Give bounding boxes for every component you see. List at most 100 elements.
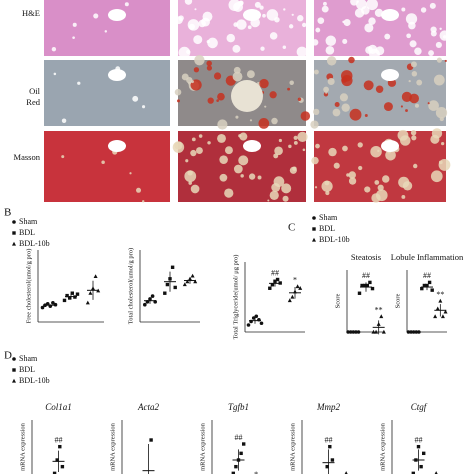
data-point — [234, 464, 238, 469]
tissue-vacuole — [420, 7, 427, 13]
data-point — [231, 471, 235, 474]
tissue-vacuole — [188, 23, 196, 30]
tissue-vacuole — [246, 70, 255, 79]
data-point — [85, 300, 90, 305]
tissue-vacuole — [104, 30, 108, 33]
tissue-vacuole — [259, 5, 264, 10]
tissue-vacuole — [315, 143, 320, 149]
legend-marker — [12, 357, 16, 361]
data-point — [75, 292, 80, 296]
tissue-vacuole — [282, 45, 287, 49]
tissue-vacuole — [328, 147, 337, 157]
data-point — [330, 458, 335, 462]
data-point — [268, 286, 272, 290]
tissue-vacuole — [235, 115, 239, 119]
tissue-vacuole — [254, 1, 261, 8]
y-axis-label: mRNA expression — [289, 422, 296, 471]
tissue-vacuole — [202, 11, 213, 22]
tissue-vacuole — [287, 87, 291, 91]
tissue-vacuole — [401, 195, 406, 199]
tissue-vacuole — [314, 186, 318, 189]
tissue-vacuole — [346, 173, 350, 177]
tissue-vacuole — [410, 61, 417, 68]
tissue-vacuole — [354, 8, 365, 18]
tissue-vacuole — [400, 105, 403, 108]
y-axis-label: mRNA expression — [19, 422, 26, 471]
histology-image — [44, 131, 170, 202]
data-point — [357, 291, 362, 295]
gene-title: Col1a1 — [45, 402, 72, 412]
data-point — [298, 286, 303, 290]
tissue-vacuole — [266, 9, 279, 21]
tissue-vacuole — [142, 105, 146, 109]
tissue-vacuole — [341, 74, 353, 87]
data-point — [193, 279, 198, 284]
tissue-vacuole — [315, 27, 321, 33]
tissue-vacuole — [217, 119, 228, 130]
data-point — [374, 329, 379, 334]
y-axis-label: mRNA expression — [199, 422, 206, 471]
tissue-vacuole — [232, 71, 243, 82]
tissue-vacuole — [206, 60, 212, 67]
tissue-vacuole — [132, 95, 139, 102]
significance-label: ## — [235, 433, 243, 442]
tissue-vacuole — [77, 81, 81, 85]
tissue-vacuole — [370, 145, 382, 158]
tissue-vacuole — [259, 78, 269, 89]
tissue-vacuole — [401, 91, 412, 102]
legend-label: BDL-10b — [19, 239, 50, 248]
tissue-vacuole — [226, 33, 236, 43]
data-point — [416, 444, 421, 449]
tissue-vacuole — [281, 183, 292, 194]
tissue-vacuole — [61, 155, 65, 159]
tissue-vacuole — [213, 72, 222, 80]
legend-marker — [312, 227, 316, 231]
tissue-vacuole — [269, 91, 277, 99]
tissue-vacuole — [300, 111, 311, 121]
tissue-vacuole — [262, 13, 266, 18]
tissue-vacuole — [174, 88, 182, 96]
tissue-vacuole — [191, 137, 196, 142]
tissue-vacuole — [282, 195, 289, 202]
vessel — [381, 140, 399, 152]
significance-label: ## — [423, 271, 431, 280]
data-point — [40, 305, 45, 310]
tissue-vacuole — [408, 79, 411, 83]
tissue-vacuole — [349, 108, 362, 121]
tissue-vacuole — [348, 56, 355, 64]
tissue-vacuole — [317, 17, 325, 24]
tissue-vacuole — [416, 79, 423, 86]
histology-panel — [44, 0, 451, 203]
tissue-vacuole — [430, 170, 443, 183]
data-point — [435, 306, 440, 311]
tissue-vacuole — [313, 108, 320, 116]
tissue-vacuole — [190, 184, 200, 194]
tissue-vacuole — [271, 117, 278, 125]
tissue-vacuole — [430, 134, 440, 144]
data-point — [270, 283, 275, 287]
tissue-vacuole — [296, 46, 308, 58]
chart-title: Steatosis — [351, 252, 381, 262]
tissue-vacuole — [343, 18, 351, 27]
tissue-vacuole — [382, 175, 390, 183]
tissue-vacuole — [384, 33, 391, 40]
significance-label: * — [254, 470, 258, 474]
tissue-vacuole — [442, 35, 447, 39]
tissue-vacuole — [342, 38, 348, 44]
data-point — [368, 280, 372, 285]
tissue-vacuole — [289, 166, 297, 174]
gene-title: Tgfb1 — [228, 402, 249, 412]
data-point — [163, 291, 167, 295]
data-point — [443, 309, 448, 314]
histology-image — [314, 60, 446, 126]
gene-title: Acta2 — [137, 402, 159, 412]
data-point — [60, 464, 65, 469]
data-point — [430, 288, 434, 292]
tissue-vacuole — [325, 91, 328, 94]
row-label: Oil Red — [26, 86, 40, 107]
tissue-vacuole — [193, 35, 203, 45]
tissue-vacuole — [129, 172, 132, 175]
legend-label: BDL-10b — [319, 235, 350, 244]
tissue-vacuole — [186, 49, 191, 55]
panel-label: B — [4, 207, 11, 219]
